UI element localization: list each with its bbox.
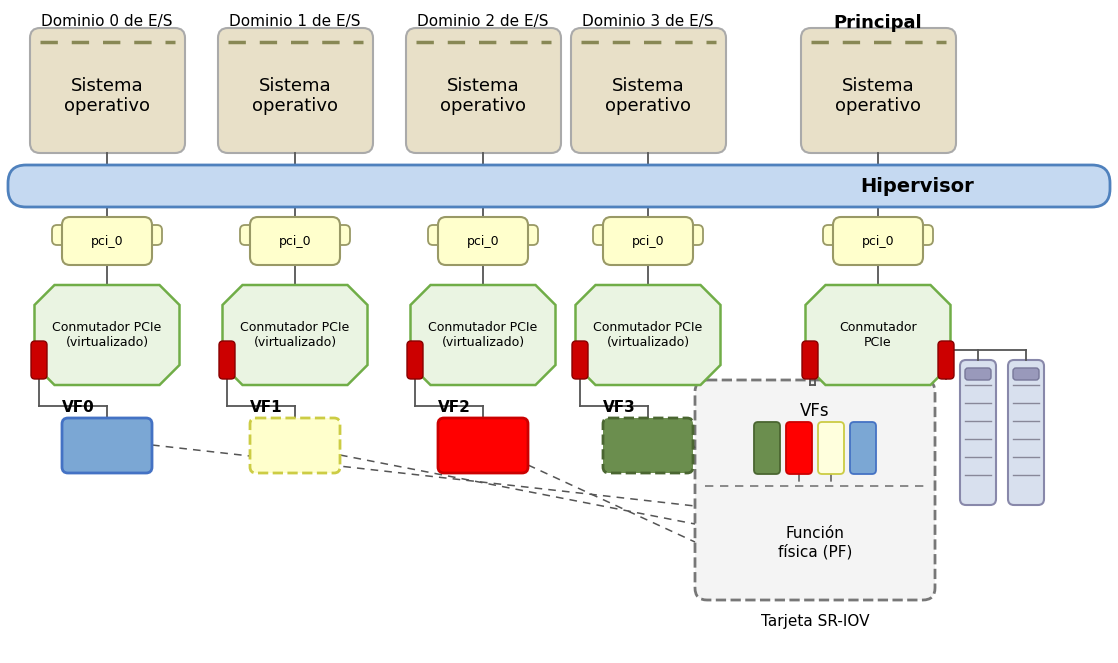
- FancyBboxPatch shape: [31, 341, 47, 379]
- Text: Función
física (PF): Función física (PF): [778, 526, 852, 560]
- FancyBboxPatch shape: [571, 28, 726, 153]
- Polygon shape: [805, 285, 950, 385]
- Text: Dominio 3 de E/S: Dominio 3 de E/S: [582, 14, 713, 29]
- FancyBboxPatch shape: [1008, 360, 1044, 505]
- Text: pci_0: pci_0: [278, 235, 311, 247]
- Text: VF3: VF3: [603, 400, 636, 415]
- FancyBboxPatch shape: [603, 217, 693, 265]
- FancyBboxPatch shape: [250, 217, 340, 265]
- FancyBboxPatch shape: [337, 225, 350, 245]
- Text: Sistema
operativo: Sistema operativo: [835, 77, 921, 115]
- Text: Dominio 1 de E/S: Dominio 1 de E/S: [229, 14, 361, 29]
- Text: Conmutador PCIe
(virtualizado): Conmutador PCIe (virtualizado): [428, 321, 538, 349]
- FancyBboxPatch shape: [53, 225, 66, 245]
- Text: Sistema
operativo: Sistema operativo: [440, 77, 525, 115]
- Text: Dominio 2 de E/S: Dominio 2 de E/S: [417, 14, 549, 29]
- Text: Tarjeta SR-IOV: Tarjeta SR-IOV: [760, 614, 870, 629]
- FancyBboxPatch shape: [695, 380, 935, 600]
- Polygon shape: [222, 285, 368, 385]
- FancyBboxPatch shape: [919, 225, 934, 245]
- FancyBboxPatch shape: [30, 28, 184, 153]
- Text: VF2: VF2: [438, 400, 471, 415]
- FancyBboxPatch shape: [960, 360, 996, 505]
- Text: VF0: VF0: [61, 400, 95, 415]
- Polygon shape: [410, 285, 556, 385]
- FancyBboxPatch shape: [823, 225, 837, 245]
- FancyBboxPatch shape: [218, 28, 373, 153]
- FancyBboxPatch shape: [818, 422, 844, 474]
- Polygon shape: [576, 285, 720, 385]
- FancyBboxPatch shape: [1013, 368, 1039, 380]
- Text: VFs: VFs: [800, 402, 830, 420]
- Text: Conmutador PCIe
(virtualizado): Conmutador PCIe (virtualizado): [53, 321, 162, 349]
- FancyBboxPatch shape: [850, 422, 877, 474]
- Text: pci_0: pci_0: [91, 235, 123, 247]
- FancyBboxPatch shape: [593, 225, 607, 245]
- FancyBboxPatch shape: [802, 341, 818, 379]
- FancyBboxPatch shape: [800, 28, 956, 153]
- Text: Conmutador PCIe
(virtualizado): Conmutador PCIe (virtualizado): [240, 321, 350, 349]
- Text: VF1: VF1: [250, 400, 283, 415]
- Text: Sistema
operativo: Sistema operativo: [252, 77, 338, 115]
- Polygon shape: [35, 285, 180, 385]
- FancyBboxPatch shape: [61, 418, 152, 473]
- FancyBboxPatch shape: [754, 422, 780, 474]
- FancyBboxPatch shape: [61, 217, 152, 265]
- FancyBboxPatch shape: [8, 165, 1110, 207]
- FancyBboxPatch shape: [572, 341, 588, 379]
- Text: pci_0: pci_0: [466, 235, 500, 247]
- FancyBboxPatch shape: [938, 341, 954, 379]
- FancyBboxPatch shape: [250, 418, 340, 473]
- Text: pci_0: pci_0: [862, 235, 894, 247]
- Text: Sistema
operativo: Sistema operativo: [605, 77, 691, 115]
- FancyBboxPatch shape: [438, 418, 528, 473]
- Text: Dominio 0 de E/S: Dominio 0 de E/S: [41, 14, 173, 29]
- FancyBboxPatch shape: [219, 341, 235, 379]
- Text: Principal: Principal: [834, 14, 922, 32]
- Text: pci_0: pci_0: [632, 235, 664, 247]
- FancyBboxPatch shape: [965, 368, 991, 380]
- FancyBboxPatch shape: [428, 225, 442, 245]
- FancyBboxPatch shape: [833, 217, 923, 265]
- FancyBboxPatch shape: [603, 418, 693, 473]
- Text: Conmutador
PCIe: Conmutador PCIe: [840, 321, 917, 349]
- FancyBboxPatch shape: [438, 217, 528, 265]
- FancyBboxPatch shape: [689, 225, 703, 245]
- FancyBboxPatch shape: [240, 225, 254, 245]
- Text: Hipervisor: Hipervisor: [860, 176, 974, 196]
- Text: Sistema
operativo: Sistema operativo: [64, 77, 150, 115]
- FancyBboxPatch shape: [406, 28, 561, 153]
- FancyBboxPatch shape: [524, 225, 538, 245]
- Text: Conmutador PCIe
(virtualizado): Conmutador PCIe (virtualizado): [594, 321, 702, 349]
- FancyBboxPatch shape: [786, 422, 812, 474]
- FancyBboxPatch shape: [148, 225, 162, 245]
- FancyBboxPatch shape: [407, 341, 423, 379]
